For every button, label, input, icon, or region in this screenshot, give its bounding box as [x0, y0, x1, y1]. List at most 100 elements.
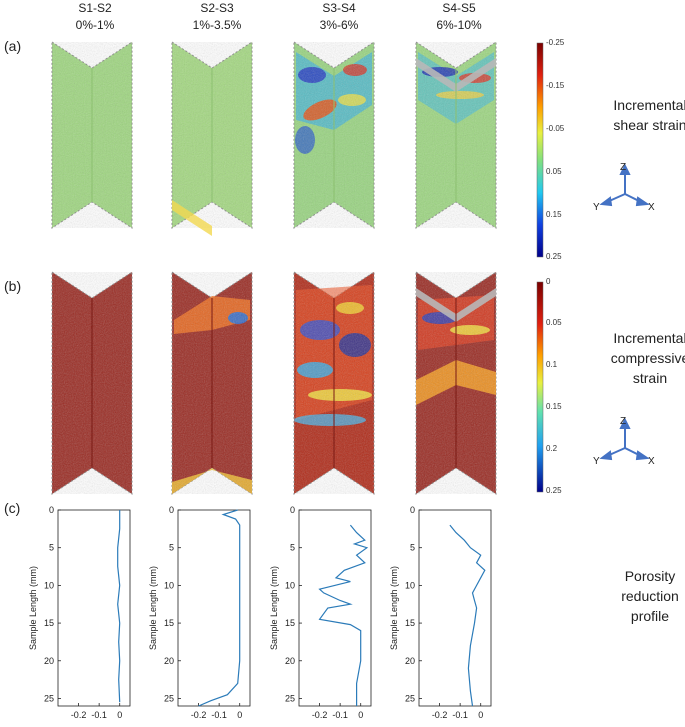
axis-y-label: Y — [593, 202, 600, 213]
y-axis-label: Sample Length (mm) — [28, 566, 38, 650]
axis-x-label: X — [648, 202, 655, 213]
col-range: 6%-10% — [436, 18, 482, 32]
shear-map-s4s5 — [415, 41, 497, 229]
desc-compressive: Incremental compressive strain — [590, 328, 685, 388]
row-label-b: (b) — [4, 278, 22, 294]
shear-map-s2s3 — [171, 41, 253, 236]
y-tick-label: 10 — [285, 580, 295, 590]
desc-line: shear strain — [613, 117, 685, 133]
col-header-4: S4-S5 6%-10% — [414, 0, 504, 34]
y-tick-label: 15 — [164, 618, 174, 628]
axis-x-label: X — [648, 456, 655, 467]
compressive-map-s1s2 — [51, 271, 133, 495]
desc-line: Incremental — [613, 97, 685, 113]
y-tick-label: 10 — [164, 580, 174, 590]
desc-line: reduction — [621, 588, 679, 604]
porosity-plots: 0 5 10 15 20 25 -0.2 -0.1 0 Sample Length (mm) 0 5 1… — [28, 505, 492, 720]
cb-b-tick: 0.25 — [546, 486, 562, 495]
shear-map-s3s4 — [293, 41, 375, 229]
y-tick-label: 25 — [405, 693, 415, 703]
desc-line: Incremental — [613, 330, 685, 346]
x-tick-label: -0.2 — [432, 710, 448, 720]
axis-y-label: Y — [593, 456, 600, 467]
colorbar-b — [536, 281, 544, 493]
y-tick-label: 20 — [44, 656, 54, 666]
row-label-a: (a) — [4, 38, 22, 54]
plot-frame — [298, 509, 372, 707]
col-header-2: S2-S3 1%-3.5% — [172, 0, 262, 34]
x-tick-label: -0.2 — [312, 710, 328, 720]
compressive-map-s2s3 — [171, 271, 253, 495]
col-header-3: S3-S4 3%-6% — [294, 0, 384, 34]
x-tick-label: 0 — [237, 710, 242, 720]
x-tick-label: 0 — [358, 710, 363, 720]
col-id: S4-S5 — [442, 1, 476, 15]
cb-a-tick: 0.25 — [546, 252, 562, 261]
col-range: 0%-1% — [75, 18, 115, 32]
col-range: 3%-6% — [319, 18, 359, 32]
porosity-series-line — [318, 524, 369, 706]
porosity-series-line — [117, 510, 121, 703]
y-tick-label: 15 — [405, 618, 415, 628]
y-tick-label: 20 — [285, 656, 295, 666]
y-tick-label: 0 — [49, 505, 54, 515]
y-axis-label: Sample Length (mm) — [389, 566, 399, 650]
x-tick-label: -0.2 — [191, 710, 207, 720]
y-tick-label: 25 — [44, 693, 54, 703]
desc-line: strain — [632, 370, 668, 386]
y-tick-label: 5 — [410, 543, 415, 553]
row-label-c: (c) — [4, 500, 21, 516]
y-tick-label: 10 — [405, 580, 415, 590]
compressive-map-s4s5 — [415, 271, 497, 495]
y-tick-label: 15 — [285, 618, 295, 628]
porosity-series-line — [198, 509, 241, 707]
col-id: S1-S2 — [78, 1, 112, 15]
x-tick-label: -0.1 — [452, 710, 468, 720]
cb-b-tick: 0.05 — [546, 318, 562, 327]
axes-triad-a: Z Y X — [593, 162, 655, 213]
y-tick-label: 20 — [405, 656, 415, 666]
colorbar-a — [536, 42, 544, 258]
cb-a-tick: -0.25 — [546, 38, 565, 47]
plot-frame — [418, 509, 492, 707]
y-tick-label: 25 — [285, 693, 295, 703]
axis-z-label: Z — [620, 416, 626, 427]
x-tick-label: -0.2 — [71, 710, 87, 720]
y-tick-label: 5 — [169, 543, 174, 553]
col-id: S3-S4 — [322, 1, 356, 15]
y-tick-label: 5 — [49, 543, 54, 553]
cb-a-tick: -0.05 — [546, 124, 565, 133]
compressive-map-s3s4 — [293, 271, 375, 495]
y-tick-label: 10 — [44, 580, 54, 590]
x-tick-label: -0.1 — [332, 710, 348, 720]
cb-a-tick: 0.05 — [546, 167, 562, 176]
col-header-1: S1-S2 0%-1% — [50, 0, 140, 34]
x-tick-label: 0 — [478, 710, 483, 720]
shear-map-s1s2 — [51, 41, 133, 229]
axes-triad-b: Z Y X — [593, 416, 655, 467]
desc-porosity: Porosity reduction profile — [590, 566, 685, 626]
y-tick-label: 0 — [290, 505, 295, 515]
y-tick-label: 0 — [169, 505, 174, 515]
cb-b-tick: 0.2 — [546, 444, 558, 453]
desc-line: compressive — [610, 350, 685, 366]
y-tick-label: 0 — [410, 505, 415, 515]
y-tick-label: 15 — [44, 618, 54, 628]
x-tick-label: -0.1 — [91, 710, 107, 720]
cb-b-tick: 0 — [546, 277, 551, 286]
x-tick-label: 0 — [117, 710, 122, 720]
y-tick-label: 25 — [164, 693, 174, 703]
cb-b-tick: 0.15 — [546, 402, 562, 411]
desc-shear: Incremental shear strain — [590, 95, 685, 135]
strain-maps — [51, 41, 544, 495]
y-tick-label: 20 — [164, 656, 174, 666]
desc-line: profile — [630, 608, 670, 624]
x-tick-label: -0.1 — [211, 710, 227, 720]
cb-a-tick: 0.15 — [546, 210, 562, 219]
y-tick-label: 5 — [290, 543, 295, 553]
cb-a-tick: -0.15 — [546, 81, 565, 90]
cb-b-tick: 0.1 — [546, 360, 558, 369]
y-axis-label: Sample Length (mm) — [148, 566, 158, 650]
desc-line: Porosity — [624, 568, 676, 584]
col-id: S2-S3 — [200, 1, 234, 15]
